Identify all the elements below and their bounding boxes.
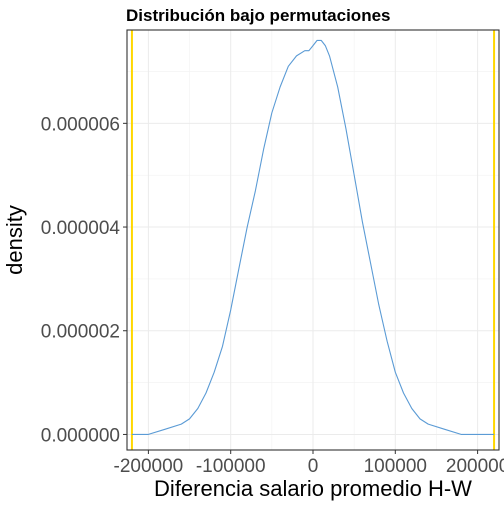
x-tick-label: 0 xyxy=(308,456,319,477)
y-tick-label: 0.000006 xyxy=(41,114,120,135)
y-tick-label: 0.000002 xyxy=(41,322,120,343)
x-tick-label: 200000 xyxy=(446,456,504,477)
y-axis-title: density xyxy=(2,205,27,275)
major-gridlines xyxy=(127,30,499,450)
series-layer xyxy=(131,39,495,435)
y-axis-ticks: 0.000000 0.000002 0.000004 0.000006 xyxy=(41,114,127,446)
density-curve xyxy=(131,39,495,435)
y-tick-label: 0.000004 xyxy=(41,218,121,239)
x-tick-label: 100000 xyxy=(364,456,427,477)
y-tick-label: 0.000000 xyxy=(41,425,120,446)
x-axis-ticks: -200000 -100000 0 100000 200000 xyxy=(114,450,504,477)
chart-title: Distribución bajo permutaciones xyxy=(126,6,391,25)
x-axis-title: Diferencia salario promedio H-W xyxy=(154,476,472,501)
x-tick-label: -100000 xyxy=(196,456,266,477)
x-tick-label: -200000 xyxy=(114,456,184,477)
reference-lines xyxy=(130,30,496,450)
